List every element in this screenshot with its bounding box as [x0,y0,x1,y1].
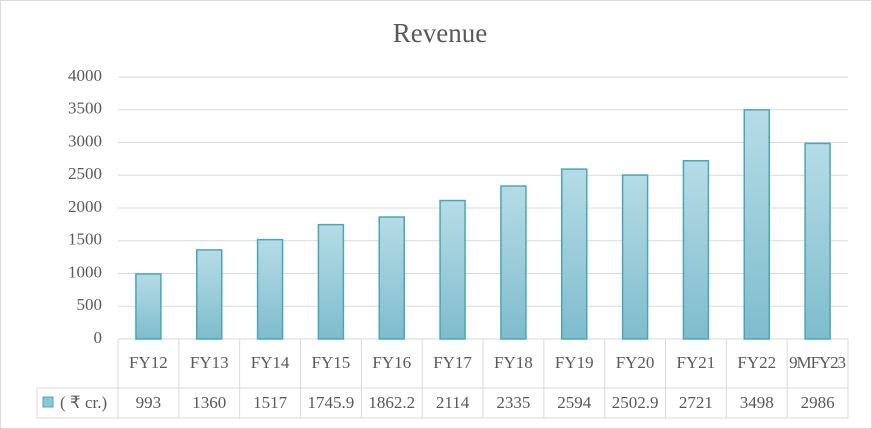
x-tick-label: FY14 [251,353,290,372]
x-tick-label: FY22 [737,353,776,372]
data-table-value: 2986 [801,393,835,412]
x-tick-label: FY18 [494,353,533,372]
y-tick-label: 1000 [68,262,102,281]
x-tick-label: 9MFY23 [789,353,846,372]
data-table-value: 2114 [436,393,470,412]
x-tick-label: FY17 [433,353,472,372]
x-tick-label: FY15 [312,353,351,372]
legend-swatch [42,396,54,408]
bar [500,185,527,340]
data-table-value: 1360 [192,393,226,412]
x-tick-label: FY16 [372,353,411,372]
x-tick-label: FY21 [677,353,716,372]
data-table-value: 2594 [557,393,592,412]
y-tick-label: 1500 [68,230,102,249]
bar [439,199,466,340]
data-table-value: 3498 [740,393,774,412]
bar [378,216,405,340]
y-tick-label: 3000 [68,131,102,150]
chart-title: Revenue [393,18,487,48]
bar [135,273,162,340]
bar [196,249,223,340]
y-tick-label: 500 [77,295,103,314]
legend-label: ( ₹ cr.) [60,393,107,412]
bar [621,174,649,340]
bar [561,168,588,340]
data-table-value: 1517 [253,393,288,412]
x-tick-label: FY20 [616,353,655,372]
data-table-value: 2502.9 [612,393,659,412]
bar [743,109,770,340]
y-tick-label: 4000 [68,66,102,85]
y-tick-label: 0 [94,328,103,347]
data-table-value: 993 [136,393,162,412]
bar [256,238,284,340]
x-tick-label: FY19 [555,353,594,372]
data-table-value: 1745.9 [308,393,355,412]
y-tick-label: 3500 [68,99,102,118]
bar [804,142,831,340]
data-table-value: 2721 [679,393,713,412]
data-table-value: 2335 [496,393,530,412]
bar [317,223,345,340]
bar [682,160,710,340]
x-tick-label: FY12 [129,353,168,372]
x-tick-label: FY13 [190,353,229,372]
y-tick-label: 2500 [68,164,102,183]
y-tick-label: 2000 [68,197,102,216]
data-table-value: 1862.2 [368,393,415,412]
